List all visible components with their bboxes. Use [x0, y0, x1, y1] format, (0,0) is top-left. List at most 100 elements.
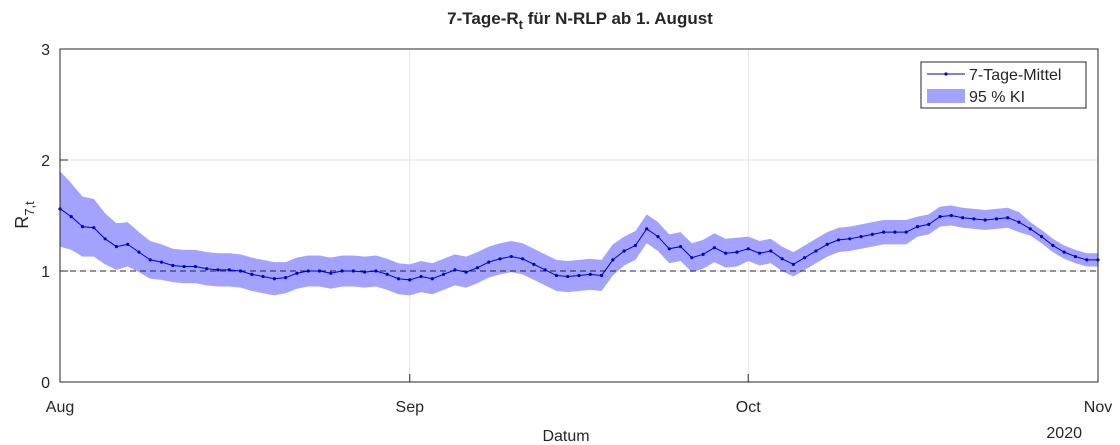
data-point	[622, 249, 626, 253]
data-point	[126, 242, 130, 246]
x-axis-label: Datum	[542, 428, 589, 445]
x-tick-label: Nov	[1084, 399, 1112, 416]
data-point	[498, 257, 502, 261]
y-tick-label: 1	[41, 264, 50, 281]
data-point	[103, 237, 107, 241]
data-point	[295, 271, 299, 275]
data-point	[216, 268, 220, 272]
data-point	[803, 256, 807, 260]
y-tick-label: 0	[41, 375, 50, 392]
data-point	[961, 216, 965, 220]
data-point	[972, 217, 976, 221]
data-point	[385, 272, 389, 276]
plot-border	[59, 48, 1099, 383]
data-point	[949, 213, 953, 218]
legend-label: 7-Tage-Mittel	[969, 67, 1061, 84]
data-point	[1017, 220, 1021, 224]
data-point	[1006, 216, 1010, 220]
data-point	[712, 246, 716, 250]
y-tick-label: 2	[41, 153, 50, 170]
title-rest: für N-RLP ab 1. August	[523, 9, 713, 28]
data-point	[938, 215, 942, 219]
data-point	[329, 271, 333, 275]
data-point	[487, 260, 491, 264]
data-point	[848, 237, 852, 241]
legend-marker	[944, 72, 948, 76]
data-point	[577, 273, 581, 278]
x-tick-label: Oct	[736, 399, 761, 416]
data-point	[690, 256, 694, 260]
data-point	[599, 273, 604, 278]
data-point	[611, 258, 615, 262]
data-point	[870, 232, 874, 236]
data-point	[735, 250, 739, 254]
data-point	[193, 264, 197, 269]
data-point	[780, 257, 784, 261]
data-point	[148, 258, 152, 262]
data-point	[814, 249, 818, 253]
data-point	[1085, 258, 1089, 262]
data-point	[1028, 227, 1032, 231]
data-point	[171, 263, 175, 268]
x-tick-label: Sep	[396, 399, 425, 416]
data-point	[1051, 243, 1055, 248]
data-point	[825, 242, 829, 246]
data-point	[464, 270, 468, 274]
data-point	[182, 264, 186, 269]
data-point	[374, 269, 378, 273]
y-tick-label: 3	[41, 42, 50, 59]
data-point	[904, 230, 908, 234]
data-point	[306, 269, 310, 273]
data-point	[678, 244, 683, 249]
data-point	[430, 277, 434, 281]
data-point	[453, 268, 457, 272]
data-point	[983, 218, 987, 222]
data-point	[159, 260, 164, 264]
data-point	[520, 257, 525, 261]
data-point	[1062, 250, 1066, 254]
chart-title: 7-Tage-Rt für N-RLP ab 1. August	[447, 9, 713, 32]
data-point	[340, 269, 344, 273]
data-point	[442, 272, 446, 276]
legend-swatch	[927, 89, 965, 103]
data-point	[915, 225, 920, 229]
data-point	[588, 272, 592, 276]
data-point	[396, 277, 401, 281]
data-point	[746, 247, 750, 251]
data-point	[80, 225, 85, 229]
data-point	[317, 269, 322, 273]
data-point	[927, 222, 931, 226]
data-point	[543, 268, 547, 272]
data-point	[859, 234, 863, 239]
data-point	[836, 238, 841, 242]
data-point	[633, 243, 638, 248]
y-label-main: R	[12, 216, 32, 229]
data-point	[284, 276, 288, 280]
x-year-label: 2020	[1046, 425, 1082, 442]
data-point	[882, 230, 886, 234]
data-point	[893, 230, 897, 234]
confidence-band	[60, 171, 1098, 296]
data-point	[363, 270, 367, 274]
data-point	[475, 266, 480, 270]
data-point	[114, 244, 119, 249]
data-point	[994, 217, 999, 221]
data-point	[92, 226, 96, 230]
data-point	[656, 234, 660, 239]
data-point	[351, 269, 355, 273]
data-point	[769, 249, 773, 253]
data-point	[757, 251, 762, 255]
y-label-sub: 7,t	[22, 201, 37, 216]
data-point	[137, 250, 141, 254]
data-point	[509, 254, 513, 259]
data-point	[791, 262, 795, 266]
data-point	[419, 274, 423, 279]
title-main: 7-Tage-R	[447, 9, 518, 28]
data-point	[1039, 234, 1044, 239]
data-point	[645, 227, 649, 231]
title-sub: t	[519, 17, 524, 32]
data-point	[566, 274, 570, 279]
data-point	[408, 278, 412, 282]
data-point	[238, 269, 243, 273]
